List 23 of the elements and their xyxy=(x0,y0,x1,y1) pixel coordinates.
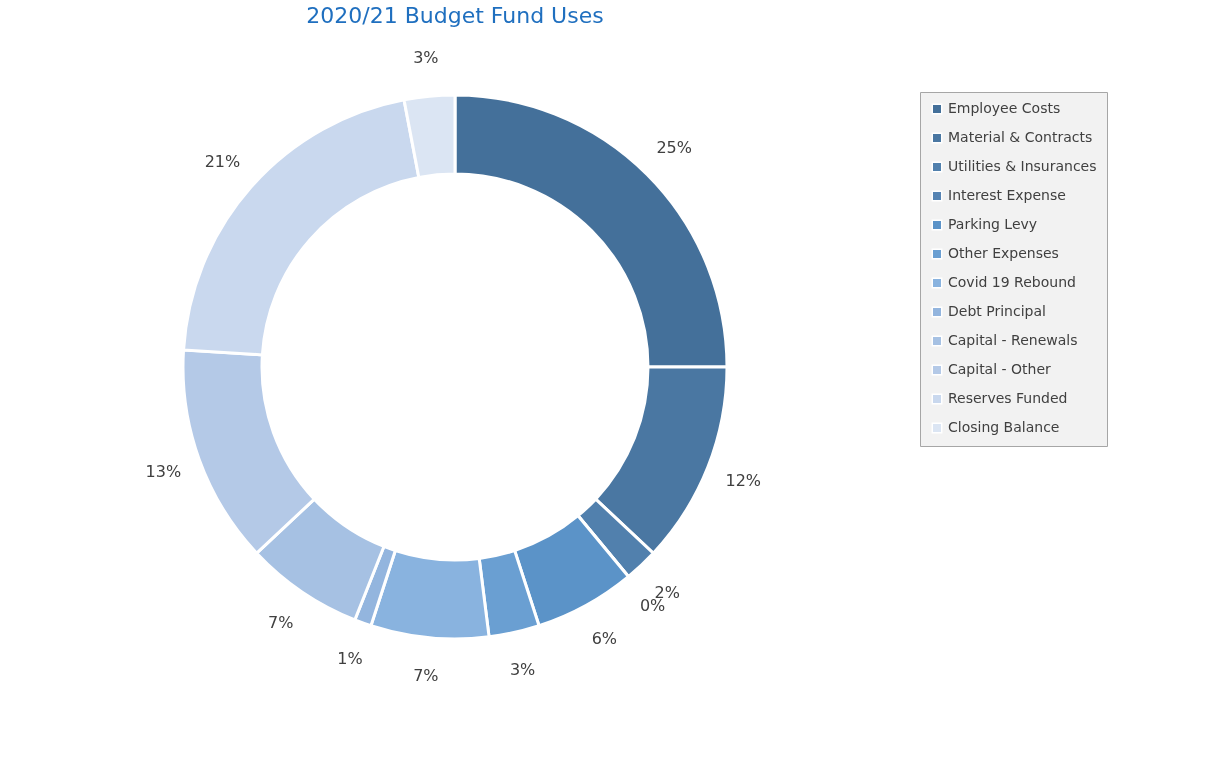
legend-label: Other Expenses xyxy=(948,245,1059,261)
data-label: 25% xyxy=(656,137,692,157)
legend-label: Utilities & Insurances xyxy=(948,158,1097,174)
chart-title: 2020/21 Budget Fund Uses xyxy=(306,3,604,28)
legend-label: Covid 19 Rebound xyxy=(948,274,1076,290)
data-label: 21% xyxy=(204,151,241,171)
legend-label: Debt Principal xyxy=(948,303,1046,319)
data-label: 12% xyxy=(725,471,762,491)
legend-label: Reserves Funded xyxy=(948,390,1068,406)
legend-label: Capital - Other xyxy=(948,361,1052,377)
data-label: 3% xyxy=(509,659,536,679)
legend-label: Closing Balance xyxy=(948,419,1060,435)
data-label: 1% xyxy=(337,648,363,668)
legend-label: Parking Levy xyxy=(948,216,1038,232)
legend-label: Interest Expense xyxy=(948,187,1066,203)
data-label: 7% xyxy=(268,613,294,633)
data-label: 7% xyxy=(413,665,439,685)
legend-label: Capital - Renewals xyxy=(948,332,1078,348)
legend-label: Employee Costs xyxy=(948,100,1061,116)
data-label: 6% xyxy=(591,628,618,648)
data-label: 3% xyxy=(413,48,439,68)
data-label: 13% xyxy=(145,462,182,482)
legend-label: Material & Contracts xyxy=(948,129,1093,145)
